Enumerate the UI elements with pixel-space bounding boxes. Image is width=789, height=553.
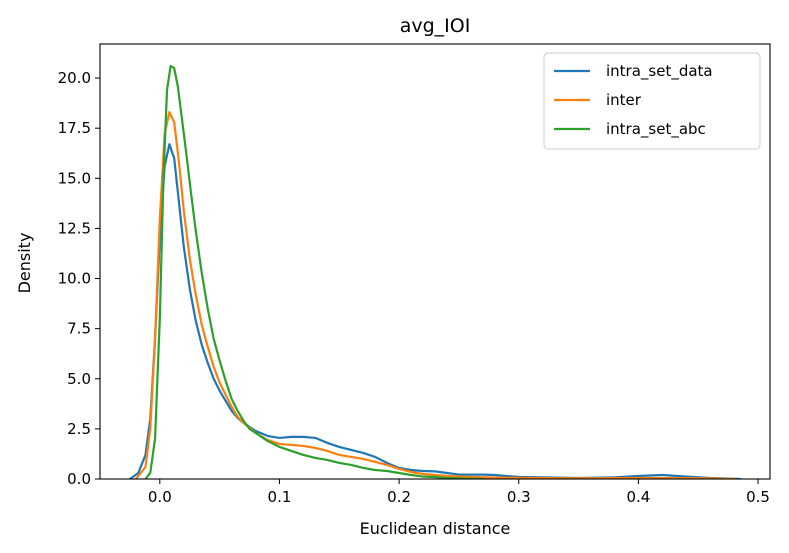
x-tick-label: 0.2 <box>387 488 411 506</box>
chart-title: avg_IOI <box>400 15 471 37</box>
legend-label: inter <box>606 91 642 109</box>
x-tick-label: 0.4 <box>626 488 650 506</box>
x-tick-label: 0.0 <box>148 488 172 506</box>
axes <box>99 43 771 480</box>
series-line-inter <box>134 111 736 479</box>
y-tick-label: 10.0 <box>58 270 91 288</box>
x-tick-label: 0.5 <box>746 488 770 506</box>
legend-label: intra_set_data <box>606 62 713 81</box>
x-axis-label: Euclidean distance <box>360 519 511 538</box>
series-line-intra-set-abc <box>144 64 484 479</box>
x-tick-label: 0.1 <box>268 488 292 506</box>
plot-frame <box>99 43 771 480</box>
y-tick-label: 2.5 <box>67 420 91 438</box>
series-lines <box>128 64 742 479</box>
y-tick-label: 5.0 <box>67 370 91 388</box>
y-ticks: 0.0 2.5 5.0 7.5 10.0 12.5 15.0 17.5 20.0 <box>58 69 100 488</box>
y-tick-label: 15.0 <box>58 169 91 187</box>
y-tick-label: 17.5 <box>58 119 91 137</box>
y-axis-label: Density <box>15 233 34 294</box>
y-tick-label: 20.0 <box>58 69 91 87</box>
x-tick-label: 0.3 <box>507 488 531 506</box>
y-tick-label: 0.0 <box>67 470 91 488</box>
y-tick-label: 7.5 <box>67 320 91 338</box>
y-tick-label: 12.5 <box>58 219 91 237</box>
legend-box <box>543 52 761 150</box>
x-ticks: 0.0 0.1 0.2 0.3 0.4 0.5 <box>148 479 770 506</box>
series-line-intra-set-data <box>128 143 742 479</box>
legend-label: intra_set_abc <box>606 120 706 139</box>
